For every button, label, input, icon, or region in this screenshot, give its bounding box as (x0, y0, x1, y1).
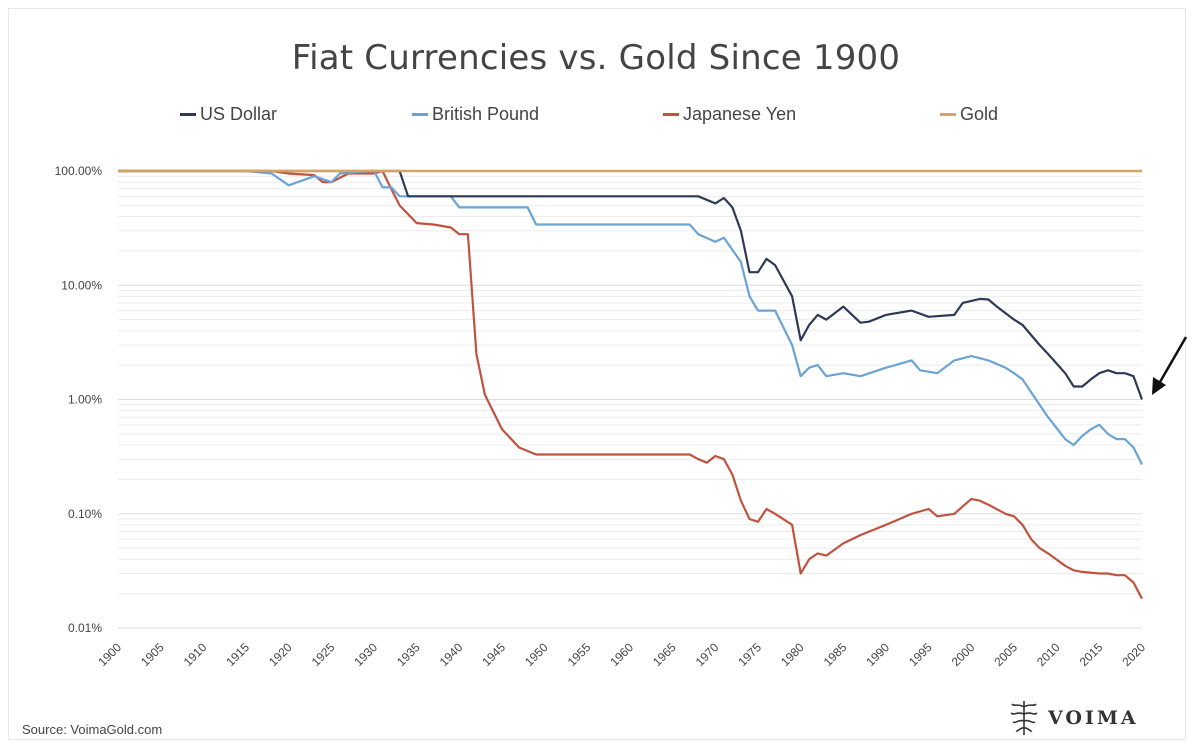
x-tick-label: 1905 (138, 640, 167, 669)
y-tick-label: 100.00% (55, 164, 103, 178)
legend-label-us-dollar: US Dollar (200, 103, 278, 124)
x-tick-label: 1975 (735, 640, 764, 669)
legend-swatch-british-pound (412, 112, 428, 116)
legend-label-japanese-yen: Japanese Yen (683, 103, 797, 124)
logo-text: VOIMA (1048, 707, 1139, 729)
x-tick-label: 1985 (821, 640, 850, 669)
y-tick-label: 10.00% (61, 278, 102, 292)
legend-label-gold: Gold (960, 103, 999, 124)
x-tick-label: 1990 (863, 640, 892, 669)
series-lines (118, 169, 1144, 600)
x-tick-label: 1915 (223, 640, 252, 669)
y-tick-label: 0.10% (68, 507, 102, 521)
legend-item-japanese-yen: Japanese Yen (663, 102, 796, 126)
x-tick-label: 2005 (991, 640, 1020, 669)
x-tick-label: 1995 (906, 640, 935, 669)
x-tick-label: 1960 (607, 640, 636, 669)
x-axis: 1900 1905 1910 1915 1920 1925 1930 1935 1940 1945… (95, 640, 1148, 669)
legend-label-british-pound: British Pound (432, 103, 540, 124)
x-tick-label: 1930 (351, 640, 380, 669)
legend-item-gold: Gold (940, 102, 998, 126)
series-line-us-dollar (118, 169, 1144, 400)
legend-swatch-gold (940, 112, 956, 116)
x-tick-label: 2020 (1119, 640, 1148, 669)
x-tick-label: 1965 (650, 640, 679, 669)
y-tick-label: 1.00% (68, 393, 102, 407)
series-line-british-pound (118, 169, 1143, 465)
source-note: Source: VoimaGold.com (22, 722, 163, 737)
x-tick-label: 1955 (565, 640, 594, 669)
y-axis: 100.00% 10.00% 1.00% 0.10% 0.01% (55, 164, 103, 635)
legend-swatch-japanese-yen (663, 112, 679, 116)
legend-item-us-dollar: US Dollar (180, 102, 277, 126)
x-tick-label: 2015 (1077, 640, 1106, 669)
x-tick-label: 1925 (309, 640, 338, 669)
chart-title: Fiat Currencies vs. Gold Since 1900 (291, 38, 901, 78)
x-tick-label: 1940 (437, 640, 466, 669)
x-tick-label: 1910 (181, 640, 210, 669)
arrow-annotation (1152, 336, 1188, 395)
series-line-japanese-yen (118, 169, 1143, 600)
voima-logo: VOIMA (1008, 698, 1139, 738)
x-tick-label: 2010 (1034, 640, 1063, 669)
x-tick-label: 1950 (522, 640, 551, 669)
x-tick-label: 1920 (266, 640, 295, 669)
x-tick-label: 2000 (949, 640, 978, 669)
y-tick-label: 0.01% (68, 621, 102, 635)
x-tick-label: 1970 (693, 640, 722, 669)
grid-lines (118, 170, 1142, 629)
legend-swatch-us-dollar (180, 112, 196, 116)
legend-item-british-pound: British Pound (412, 102, 539, 126)
x-tick-label: 1935 (394, 640, 423, 669)
x-tick-label: 1945 (479, 640, 508, 669)
chart-frame (8, 8, 1186, 740)
x-tick-label: 1900 (95, 640, 124, 669)
x-tick-label: 1980 (778, 640, 807, 669)
voima-emblem-icon (1010, 701, 1038, 735)
